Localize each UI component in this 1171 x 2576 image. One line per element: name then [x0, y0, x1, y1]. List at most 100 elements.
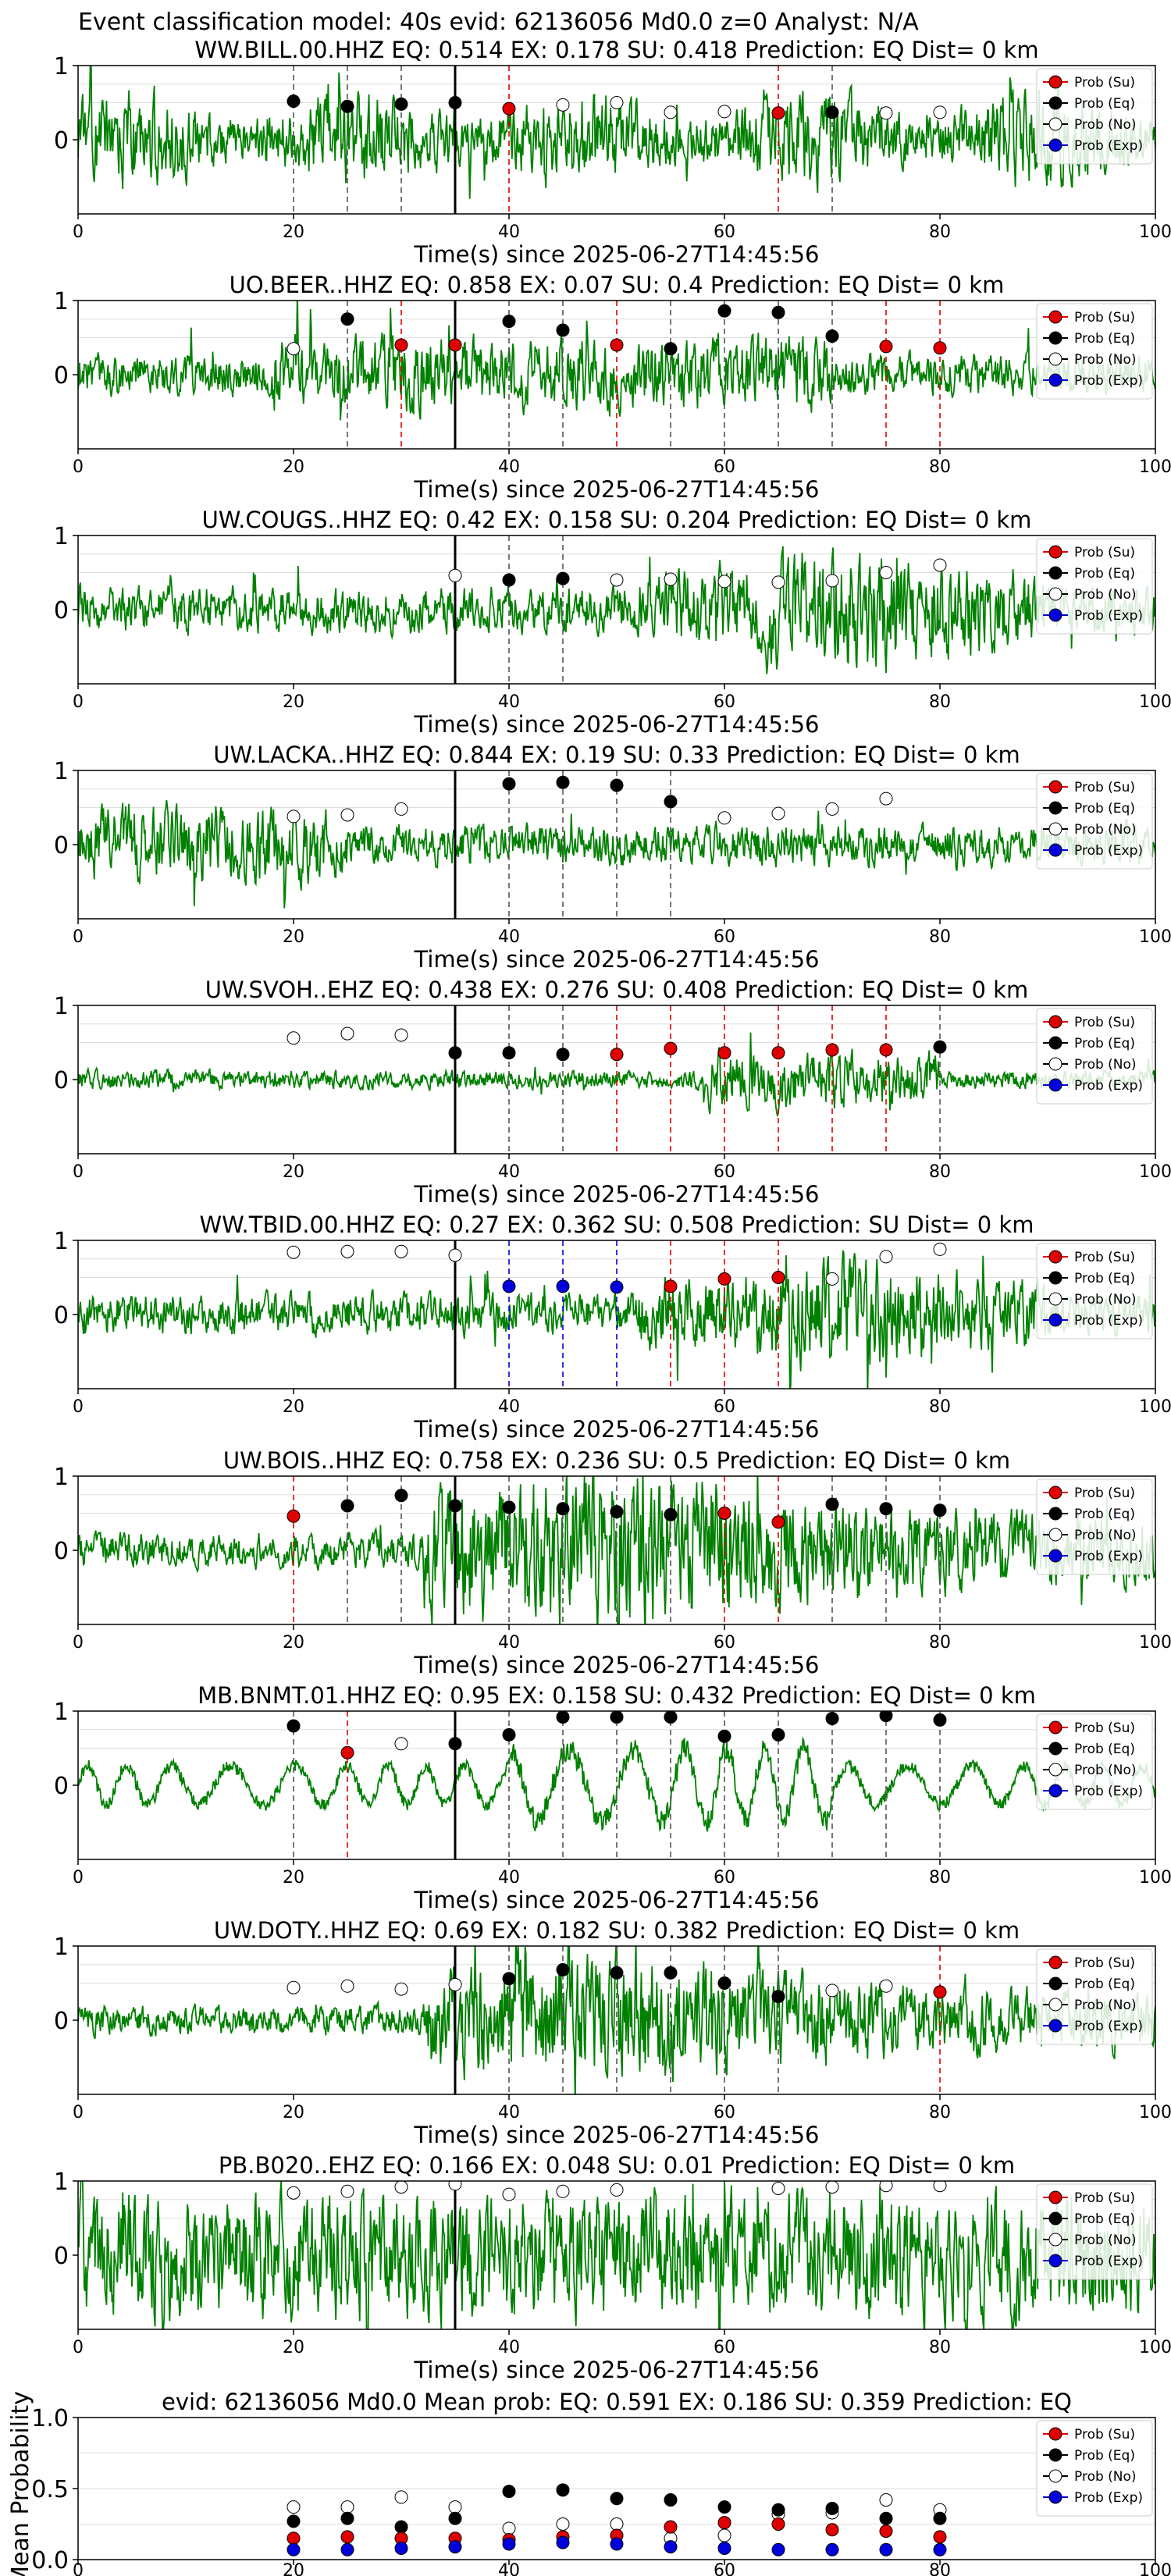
- legend: Prob (Su) Prob (Eq) Prob (No) Prob (Exp): [1036, 2420, 1153, 2517]
- legend-marker: [1048, 843, 1062, 857]
- legend-label: Prob (No): [1074, 1528, 1137, 1543]
- legend-marker: [1048, 780, 1062, 794]
- legend-label: Prob (No): [1074, 1998, 1137, 2013]
- prob-marker-eq: [771, 1727, 785, 1742]
- prob-marker-su: [664, 1041, 678, 1055]
- legend: Prob (Su) Prob (Eq) Prob (No) Prob (Exp): [1036, 1008, 1153, 1105]
- legend: Prob (Su) Prob (Eq) Prob (No) Prob (Exp): [1036, 2183, 1153, 2280]
- xtick-label: 0: [73, 927, 84, 947]
- xtick-label: 20: [283, 457, 304, 477]
- prob-marker-eq: [717, 1976, 731, 1990]
- prob-marker-eq: [610, 1505, 624, 1519]
- legend: Prob (Su) Prob (Eq) Prob (No) Prob (Exp): [1036, 1948, 1153, 2045]
- mean-prob-point-exp: [394, 2541, 408, 2555]
- legend-marker: [1048, 1742, 1062, 1756]
- prob-marker-eq: [933, 1713, 947, 1727]
- legend: Prob (Su) Prob (Eq) Prob (No) Prob (Exp): [1036, 773, 1153, 870]
- panel-1: WW.BILL.00.HHZ EQ: 0.514 EX: 0.178 SU: 0…: [54, 37, 1171, 268]
- xtick-label: 100: [1139, 2338, 1171, 2357]
- mean-prob-point-exp: [879, 2542, 893, 2556]
- summary-title: evid: 62136056 Md0.0 Mean prob: EQ: 0.59…: [162, 2389, 1072, 2415]
- prob-marker-no: [287, 1245, 301, 1259]
- prob-marker-eq: [556, 1048, 570, 1062]
- waveform-series: [78, 799, 1155, 909]
- prob-marker-eq: [448, 1737, 462, 1751]
- mean-prob-point-su: [933, 2530, 947, 2544]
- prob-marker-eq: [448, 96, 462, 109]
- ytick-label: 1: [54, 1228, 69, 1255]
- ytick-label: 0: [54, 1538, 69, 1565]
- legend-marker: [1048, 96, 1062, 110]
- x-axis-label: Time(s) since 2025-06-27T14:45:56: [414, 711, 820, 738]
- summary-panel: evid: 62136056 Md0.0 Mean prob: EQ: 0.59…: [7, 2389, 1171, 2576]
- prob-marker-no: [448, 2181, 462, 2191]
- prob-marker-no: [287, 2186, 301, 2200]
- legend-marker: [1048, 545, 1062, 559]
- prob-marker-no: [879, 1979, 893, 1993]
- legend-frame: [1036, 1243, 1153, 1340]
- panel-title: MB.BNMT.01.HHZ EQ: 0.95 EX: 0.158 SU: 0.…: [198, 1682, 1036, 1709]
- xtick-label: 20: [283, 1633, 304, 1653]
- panel-4: UW.LACKA..HHZ EQ: 0.844 EX: 0.19 SU: 0.3…: [54, 742, 1171, 973]
- prob-marker-eq: [502, 315, 516, 329]
- xtick-label: 0: [73, 1633, 84, 1653]
- prob-marker-eq: [825, 105, 839, 119]
- legend-marker: [1048, 331, 1062, 345]
- prob-marker-su: [933, 341, 947, 355]
- x-axis-label: Time(s) since 2025-06-27T14:45:56: [414, 1181, 820, 1208]
- legend-marker: [1048, 566, 1062, 580]
- prob-marker-eq: [664, 1711, 678, 1724]
- x-axis-label: Time(s) since 2025-06-27T14:45:56: [414, 946, 820, 973]
- prob-marker-su: [394, 338, 408, 352]
- prob-marker-eq: [340, 312, 354, 326]
- xtick-label: 0: [73, 222, 84, 242]
- prob-marker-no: [556, 2184, 570, 2198]
- prob-marker-no: [879, 566, 893, 579]
- legend-label: Prob (Exp): [1074, 1549, 1143, 1564]
- mean-prob-point-eq: [664, 2493, 678, 2507]
- prob-marker-no: [610, 573, 624, 587]
- legend-label: Prob (Exp): [1074, 138, 1143, 154]
- prob-marker-eq: [664, 1507, 678, 1521]
- xtick-label: 0: [73, 457, 84, 477]
- prob-marker-no: [717, 105, 731, 119]
- xtick-label: 80: [929, 457, 951, 477]
- panel-3: UW.COUGS..HHZ EQ: 0.42 EX: 0.158 SU: 0.2…: [54, 507, 1171, 738]
- prob-marker-su: [502, 101, 516, 116]
- prob-marker-su: [717, 1046, 731, 1060]
- legend-marker: [1048, 801, 1062, 815]
- prob-marker-no: [825, 1272, 839, 1286]
- prob-marker-no: [448, 1248, 462, 1262]
- legend-label: Prob (No): [1074, 822, 1137, 838]
- prob-marker-no: [340, 1979, 354, 1993]
- mean-prob-point-no: [556, 2517, 570, 2531]
- prob-marker-su: [717, 1507, 731, 1520]
- mean-prob-point-exp: [448, 2540, 462, 2554]
- prob-marker-eq: [394, 1489, 408, 1503]
- prob-marker-no: [556, 98, 570, 112]
- xtick-label: 40: [498, 1162, 520, 1182]
- legend-marker: [1048, 1485, 1062, 1500]
- panel-6: WW.TBID.00.HHZ EQ: 0.27 EX: 0.362 SU: 0.…: [54, 1212, 1171, 1443]
- legend-label: Prob (Eq): [1074, 1742, 1135, 1757]
- prob-marker-no: [340, 1026, 354, 1041]
- legend: Prob (Su) Prob (Eq) Prob (No) Prob (Exp): [1036, 1478, 1153, 1575]
- prob-marker-no: [825, 1984, 839, 1998]
- mean-prob-point-eq: [717, 2500, 731, 2514]
- prob-marker-no: [933, 2181, 947, 2193]
- xtick-label: 80: [929, 692, 951, 712]
- mean-prob-point-eq: [556, 2483, 570, 2497]
- legend-marker: [1048, 1078, 1062, 1092]
- xtick-label: 100: [1139, 2103, 1171, 2122]
- mean-prob-point-su: [664, 2520, 678, 2534]
- legend-label: Prob (Su): [1074, 310, 1135, 326]
- mean-prob-point-su: [825, 2523, 839, 2537]
- mean-prob-point-eq: [933, 2511, 947, 2525]
- prob-marker-no: [771, 575, 785, 589]
- legend-label: Prob (Su): [1074, 545, 1135, 560]
- ytick-label: 1: [54, 2169, 69, 2196]
- prob-marker-no: [394, 1737, 408, 1751]
- legend-label: Prob (Su): [1074, 1015, 1135, 1030]
- legend-marker: [1048, 1250, 1062, 1264]
- legend: Prob (Su) Prob (Eq) Prob (No) Prob (Exp): [1036, 538, 1153, 635]
